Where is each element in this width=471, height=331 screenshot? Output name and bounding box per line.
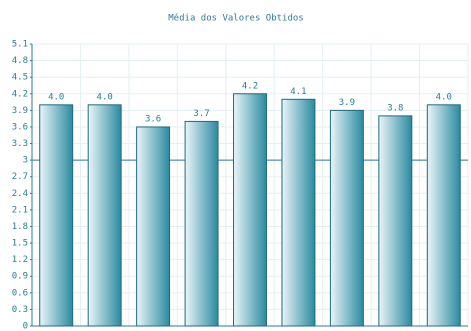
y-tick-label: 3.9 (12, 106, 28, 116)
y-tick-label: 0.6 (12, 288, 28, 298)
bar (329, 109, 364, 327)
y-tick-label: 0.3 (12, 305, 28, 315)
bar (184, 120, 219, 327)
y-tick-label: 3.6 (12, 122, 28, 132)
value-label: 3.8 (387, 103, 403, 113)
y-tick-label: 1.5 (12, 239, 28, 249)
bar (378, 115, 413, 327)
y-tick-label: 4.5 (12, 73, 28, 83)
y-tick-label: 0.9 (12, 272, 28, 282)
y-tick-label: 4.2 (12, 89, 28, 99)
bar (136, 126, 171, 327)
y-tick-label: 3.3 (12, 139, 28, 149)
y-tick-label: 4.8 (12, 56, 28, 66)
bar (87, 104, 122, 327)
value-label: 3.7 (193, 109, 209, 119)
value-label: 4.0 (436, 92, 452, 102)
y-tick-label: 1.2 (12, 255, 28, 265)
value-label: 4.1 (290, 87, 306, 97)
y-tick-label: 2.1 (12, 205, 28, 215)
y-tick-label: 2.4 (12, 189, 28, 199)
value-label: 3.9 (339, 98, 355, 108)
chart-title: Média dos Valores Obtidos (168, 13, 303, 24)
bar (281, 98, 316, 327)
bar (426, 104, 461, 327)
y-tick-label: 2.7 (12, 172, 28, 182)
y-tick-label: 1.8 (12, 222, 28, 232)
value-label: 4.2 (242, 81, 258, 91)
y-tick-label: 5.1 (12, 40, 28, 50)
y-tick-label: 0 (23, 322, 28, 331)
value-label: 3.6 (145, 114, 161, 124)
value-label: 4.0 (97, 92, 113, 102)
bar (233, 93, 267, 327)
y-tick-label: 3 (23, 156, 28, 166)
value-label: 4.0 (48, 92, 64, 102)
bar (39, 104, 74, 327)
